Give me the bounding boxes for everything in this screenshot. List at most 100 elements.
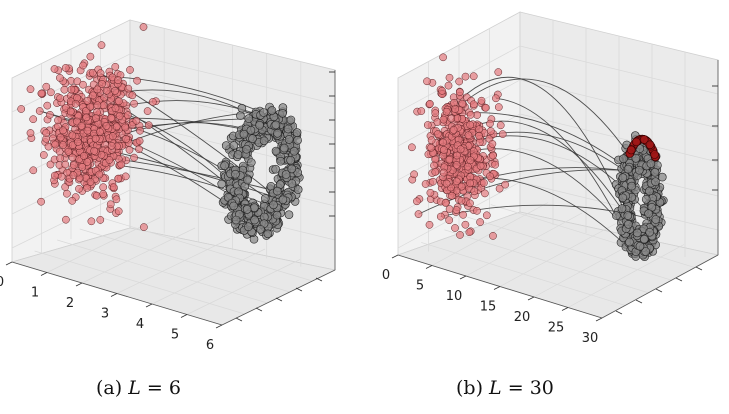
x-tick-label: 20 bbox=[514, 310, 531, 325]
y-tick-mark bbox=[675, 277, 683, 282]
x-tick-mark bbox=[425, 265, 433, 269]
target-point bbox=[272, 210, 282, 220]
source-point bbox=[423, 77, 431, 86]
x-tick-label: 30 bbox=[582, 331, 599, 346]
source-point bbox=[87, 217, 96, 226]
source-point bbox=[427, 143, 436, 152]
source-point bbox=[46, 160, 55, 169]
back-grid-line bbox=[129, 53, 336, 105]
source-point bbox=[465, 228, 474, 237]
source-point bbox=[99, 190, 108, 198]
source-point bbox=[125, 146, 134, 154]
back-grid-line bbox=[519, 113, 719, 163]
source-point bbox=[445, 155, 454, 164]
source-point bbox=[51, 140, 60, 149]
y-ticks-a bbox=[235, 277, 323, 322]
source-point bbox=[91, 134, 100, 143]
target-point bbox=[651, 215, 661, 224]
source-point bbox=[107, 114, 116, 122]
source-point bbox=[410, 170, 418, 179]
source-point bbox=[97, 41, 106, 49]
source-point bbox=[473, 111, 481, 119]
x-tick-label: 2 bbox=[66, 296, 74, 311]
source-point bbox=[73, 77, 82, 86]
source-point bbox=[83, 184, 91, 192]
source-point bbox=[86, 178, 95, 186]
source-point bbox=[77, 121, 86, 130]
target-point bbox=[618, 173, 628, 182]
source-point bbox=[68, 131, 77, 140]
target-point bbox=[634, 165, 644, 175]
source-point bbox=[466, 199, 474, 208]
target-point bbox=[651, 177, 660, 186]
x-tick-mark bbox=[5, 261, 13, 266]
source-point bbox=[458, 99, 467, 108]
source-point bbox=[466, 179, 474, 188]
source-point bbox=[43, 101, 52, 110]
target-point bbox=[276, 156, 285, 166]
source-point bbox=[489, 232, 497, 240]
source-point bbox=[469, 100, 478, 109]
x-tick-label: 1 bbox=[31, 286, 39, 301]
source-point bbox=[433, 130, 442, 138]
source-point bbox=[481, 103, 490, 112]
source-point bbox=[439, 138, 447, 147]
source-point bbox=[111, 104, 120, 113]
target-point bbox=[233, 150, 243, 159]
source-point bbox=[464, 131, 473, 140]
highlight-point bbox=[626, 145, 636, 155]
floor-grid-line bbox=[465, 212, 583, 277]
y-tick-mark bbox=[275, 297, 283, 302]
x-tick-label: 5 bbox=[171, 328, 179, 343]
source-point bbox=[486, 127, 495, 135]
back-grid-line bbox=[129, 87, 336, 139]
source-point bbox=[466, 121, 475, 129]
target-point bbox=[247, 158, 256, 167]
target-point bbox=[293, 136, 302, 145]
source-point bbox=[98, 80, 106, 88]
source-point bbox=[466, 156, 475, 165]
y-axis-a bbox=[221, 269, 336, 326]
target-point bbox=[289, 146, 299, 156]
x-ticks-b: 0 5 10 15 20 25 30 bbox=[382, 254, 603, 346]
floor-grid-line bbox=[186, 259, 301, 315]
source-point bbox=[114, 76, 122, 84]
target-point bbox=[278, 109, 287, 118]
source-point bbox=[96, 128, 104, 136]
source-point bbox=[444, 81, 453, 90]
caption-a: (a) L = 6 bbox=[96, 377, 181, 399]
source-point bbox=[93, 85, 102, 94]
source-point bbox=[450, 98, 458, 107]
source-point bbox=[426, 188, 435, 197]
target-point bbox=[617, 204, 627, 213]
target-point bbox=[632, 228, 642, 238]
x-tick-label: 5 bbox=[416, 279, 424, 294]
target-point bbox=[271, 146, 281, 156]
target-point bbox=[284, 210, 294, 219]
x-tick-label: 4 bbox=[136, 317, 144, 332]
source-point bbox=[475, 125, 483, 134]
source-point bbox=[50, 65, 59, 73]
grid-b bbox=[397, 20, 719, 308]
source-point bbox=[423, 121, 432, 129]
source-point bbox=[433, 118, 442, 126]
target-point bbox=[244, 222, 253, 231]
source-point bbox=[59, 141, 67, 149]
source-point bbox=[107, 141, 116, 150]
target-cloud-b bbox=[611, 131, 668, 262]
target-point bbox=[269, 200, 278, 210]
source-point bbox=[449, 125, 458, 134]
source-point bbox=[89, 91, 97, 100]
source-point bbox=[56, 94, 65, 103]
source-point bbox=[61, 64, 70, 72]
target-point bbox=[244, 114, 253, 123]
floor-grid-line bbox=[567, 244, 685, 308]
target-point bbox=[260, 194, 270, 203]
x-tick-mark bbox=[215, 324, 223, 329]
source-point bbox=[42, 129, 51, 137]
target-point bbox=[287, 164, 297, 174]
target-point bbox=[271, 120, 281, 130]
back-grid-line bbox=[519, 147, 719, 197]
y-ticks-b bbox=[615, 266, 703, 315]
source-point bbox=[64, 147, 73, 156]
